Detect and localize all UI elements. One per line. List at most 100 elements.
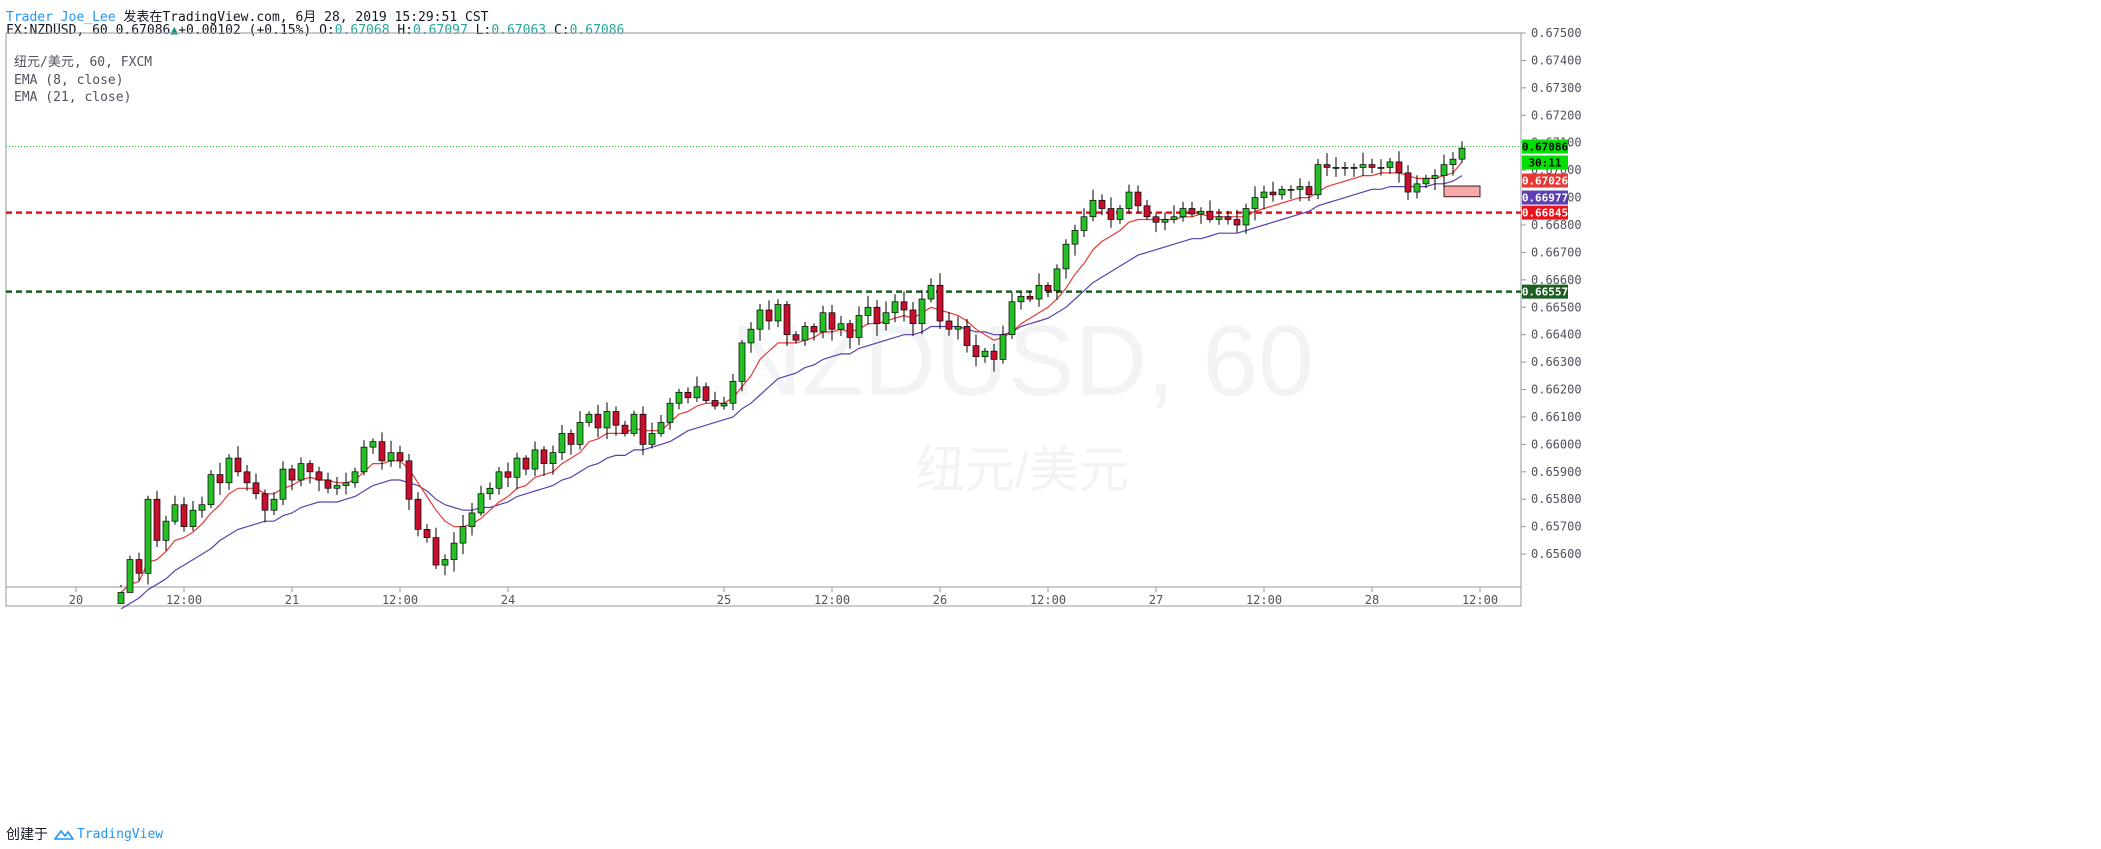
time-tick-label: 12:00	[382, 593, 418, 607]
candle-body	[675, 391, 683, 404]
candle	[1242, 203, 1250, 234]
candle	[1125, 184, 1133, 214]
candle	[1404, 165, 1412, 200]
candle	[738, 340, 746, 392]
time-axis[interactable]: 20 12:00 21 12:00 24 25 12:00 26 12:00 27 12:00 28 1…	[69, 587, 1498, 607]
candle-body	[1440, 164, 1448, 176]
candle-body	[162, 520, 170, 541]
candle-body	[837, 323, 845, 330]
candle	[387, 440, 395, 467]
candle-body	[1098, 199, 1106, 209]
candle	[756, 304, 764, 341]
candle-body	[252, 482, 260, 495]
candle	[630, 410, 638, 437]
candle-body	[1215, 216, 1223, 220]
resistance-tag-bg	[1522, 205, 1568, 220]
candle	[702, 382, 710, 404]
ema-slow-tag-text: 0.66977	[1522, 192, 1568, 205]
candle-body	[1413, 183, 1421, 193]
candle	[189, 501, 197, 531]
time-tick-label: 25	[717, 593, 731, 607]
candle-body	[207, 474, 215, 506]
candle-body	[729, 380, 737, 404]
candle	[720, 396, 728, 410]
candle-body	[603, 411, 611, 429]
created-label: 创建于	[6, 827, 48, 843]
candle-body	[126, 559, 134, 593]
candle-body	[1116, 208, 1124, 220]
candle-body	[693, 386, 701, 399]
candle	[414, 492, 422, 537]
candle-body	[1206, 210, 1214, 220]
watermark-symbol: NZDUSD, 60	[730, 305, 1313, 417]
candle-body	[1044, 284, 1052, 292]
candle-body	[801, 326, 809, 341]
candle-body	[999, 334, 1007, 360]
candle-body	[351, 471, 359, 484]
candle	[873, 300, 881, 336]
candle	[783, 301, 791, 346]
candle-body	[855, 315, 863, 338]
candle-body	[180, 504, 188, 528]
time-tick-label: 12:00	[1462, 593, 1498, 607]
candle-body	[1323, 164, 1331, 168]
candle	[990, 343, 998, 372]
candle	[954, 316, 962, 340]
candle	[1233, 209, 1241, 233]
candle	[1170, 205, 1178, 224]
candle-body	[432, 537, 440, 566]
candle	[729, 373, 737, 410]
ema-slow-tag-bg	[1522, 190, 1568, 205]
price-tick-label: 0.66100	[1531, 410, 1582, 424]
candle	[360, 440, 368, 476]
candle	[1206, 200, 1214, 223]
candle-body	[342, 482, 350, 486]
candle-body	[243, 471, 251, 484]
time-tick-label: 12:00	[1246, 593, 1282, 607]
candle-body	[234, 457, 242, 473]
tradingview-logo[interactable]: TradingView	[54, 827, 163, 842]
candle-body	[1368, 164, 1376, 168]
candle-body	[387, 452, 395, 462]
candle-body	[1395, 161, 1403, 174]
candle	[522, 455, 530, 476]
candle-body	[171, 504, 179, 522]
candle	[819, 305, 827, 339]
candle-body	[423, 529, 431, 538]
price-tick-label: 0.66300	[1531, 355, 1582, 369]
candle-body	[117, 592, 125, 604]
candle-body	[882, 312, 890, 325]
candle-body	[756, 309, 764, 330]
candle	[135, 552, 143, 581]
candle	[972, 334, 980, 367]
author-link[interactable]: Trader_Joe_Lee	[6, 10, 116, 25]
candle-body	[630, 413, 638, 434]
tradingview-label: TradingView	[77, 826, 164, 842]
price-tick-label: 0.65800	[1531, 492, 1582, 506]
candle-body	[873, 306, 881, 325]
candle	[648, 422, 656, 449]
candle-body	[369, 441, 377, 448]
candle	[297, 457, 305, 487]
candle	[153, 490, 161, 548]
candle-body	[288, 468, 296, 481]
candle-body	[936, 284, 944, 322]
candle-body	[576, 422, 584, 445]
candle-body	[135, 559, 143, 574]
candle-body	[720, 402, 728, 407]
candle-body	[1170, 216, 1178, 220]
open-value: 0.67068	[334, 23, 390, 38]
candle	[1260, 185, 1268, 210]
price-tick-label: 0.67300	[1531, 81, 1582, 95]
candle-body	[1242, 208, 1250, 226]
candle-body	[684, 391, 692, 399]
candle	[1332, 157, 1340, 177]
candle	[1287, 185, 1295, 200]
candle	[126, 555, 134, 593]
candle-body	[828, 312, 836, 330]
candle	[261, 489, 269, 523]
price-axis[interactable]: 0.65600 0.65700 0.65800 0.65900 0.66000 0.661…	[1521, 26, 1582, 561]
demand-zone[interactable]	[1443, 185, 1481, 198]
candle-body	[774, 304, 782, 322]
